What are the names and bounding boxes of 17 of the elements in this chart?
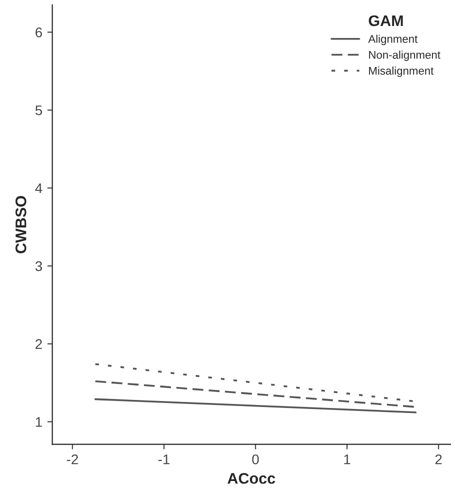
x-tick-label: -1 [158, 454, 170, 464]
legend-label: Non-alignment [369, 50, 440, 61]
y-tick-label: 2 [36, 339, 42, 349]
y-tick-label: 4 [35, 183, 42, 194]
y-tick-label: 1 [36, 417, 42, 427]
y-axis-title: CWBSO [15, 196, 26, 254]
y-tick-label: 3 [35, 261, 42, 272]
x-tick-label: 0 [252, 454, 259, 464]
y-tick-label: 5 [35, 106, 42, 116]
x-tick-label: -2 [66, 454, 78, 464]
legend-label: Misalignment [369, 66, 434, 77]
x-tick-label: 1 [344, 454, 350, 464]
x-tick-label: 2 [435, 454, 442, 464]
legend-title: GAM [368, 15, 403, 26]
legend-label: Alignment [368, 34, 418, 46]
x-axis-title: ACocc [228, 472, 276, 484]
y-tick-label: 6 [36, 28, 42, 38]
